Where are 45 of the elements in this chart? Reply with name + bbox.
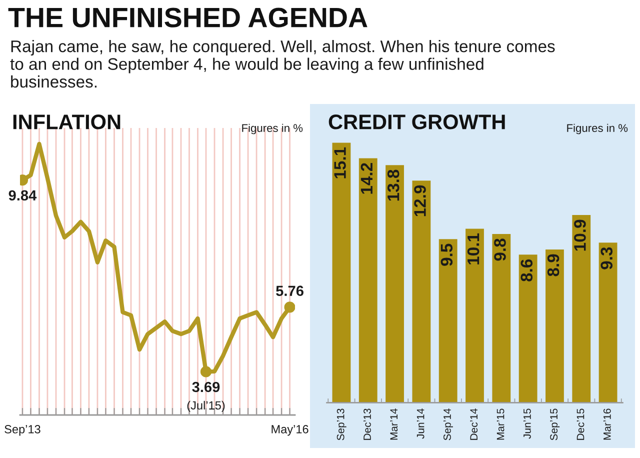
bar: [358, 158, 378, 403]
x-tick-label: Jun’15: [524, 408, 531, 439]
x-tick-label: Sep’13: [4, 425, 40, 436]
bar: [598, 242, 618, 403]
data-label: 15.1: [334, 147, 346, 178]
x-tick-label: Sep’14: [444, 408, 453, 440]
bar: [412, 180, 431, 403]
bar: [332, 142, 351, 403]
bar: [572, 215, 591, 403]
data-label: 10.1: [467, 233, 480, 264]
data-label: 14.2: [360, 163, 372, 194]
data-label: 10.9: [574, 220, 586, 251]
data-label: 5.76: [276, 286, 304, 296]
text: Rajan came, he saw, he conquered. Well, almost. When his tenure comes to an end on September 4, he would be leaving a few unfinished businesses.: [10, 40, 555, 88]
x-tick-label: Mar’15: [496, 408, 504, 440]
chart-title: CREDIT GROWTH: [328, 114, 505, 130]
x-tick-label: May’16: [272, 425, 308, 436]
data-label: 9.84: [8, 190, 37, 201]
bar: [466, 228, 484, 403]
data-label: 9.3: [600, 247, 613, 270]
data-label: 9.8: [494, 238, 506, 261]
data-label: 3.69: [192, 382, 220, 392]
bar: [438, 239, 458, 403]
data-label: 8.9: [547, 254, 560, 276]
data-label: 8.6: [520, 259, 533, 282]
x-tick-label: Mar’16: [603, 408, 611, 440]
bar: [518, 254, 538, 403]
annotation: (Jul’15): [187, 400, 225, 412]
data-label: 9.5: [440, 244, 453, 266]
bar: [546, 249, 564, 403]
x-tick-label: Sep’13: [336, 408, 346, 440]
x-tick-label: Dec’14: [470, 408, 478, 440]
x-tick-label: Mar’14: [390, 408, 398, 440]
x-tick-label: Dec’15: [576, 408, 584, 440]
x-tick-label: Dec’13: [364, 408, 371, 440]
bar: [386, 165, 404, 403]
x-tick-label: Sep’15: [550, 408, 560, 440]
bar: [492, 234, 511, 403]
x-tick-label: Jun’14: [416, 408, 424, 439]
data-label: 12.9: [414, 185, 426, 216]
text: Figures in %: [242, 124, 303, 134]
data-label: 13.8: [387, 170, 400, 201]
chart-title: INFLATION: [13, 114, 120, 130]
text: Figures in %: [567, 124, 628, 134]
text: THE UNFINISHED AGENDA: [8, 8, 368, 28]
